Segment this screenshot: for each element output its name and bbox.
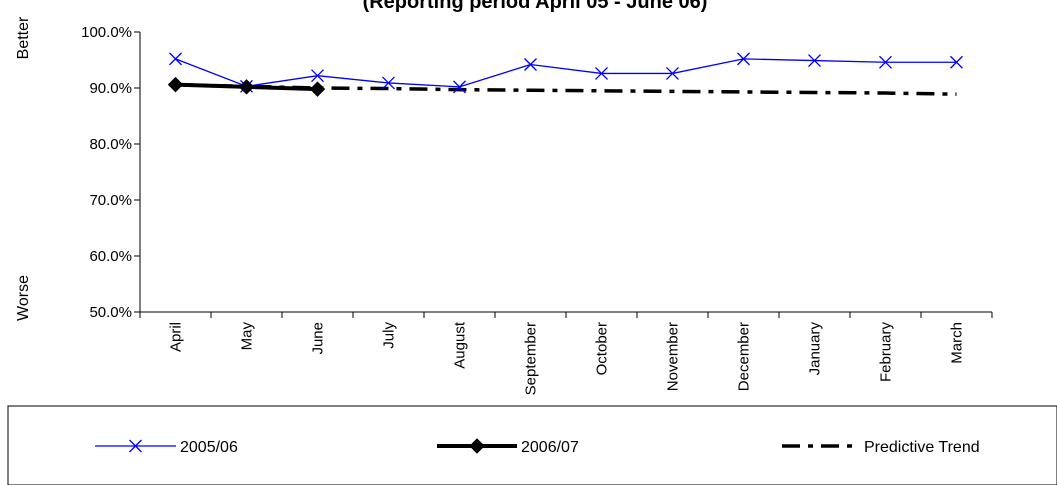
- data-point: [453, 80, 466, 94]
- y-axis-label-better: Better: [15, 16, 32, 59]
- series-2006-07: [167, 76, 326, 97]
- data-point: [238, 79, 255, 95]
- x-tick-label: September: [523, 322, 540, 395]
- y-tick-label: 70.0%: [89, 192, 132, 209]
- y-tick-label: 80.0%: [89, 136, 132, 153]
- x-axis-ticks: April May June July August September October No…: [139, 312, 993, 395]
- x-tick-label: December: [736, 322, 753, 391]
- legend-item-predictive-trend: Predictive Trend: [782, 439, 980, 456]
- legend-marker: [469, 438, 485, 454]
- y-tick-label: 60.0%: [89, 248, 132, 265]
- data-point: [309, 81, 326, 97]
- axes: [139, 32, 992, 313]
- data-point: [950, 55, 963, 69]
- y-tick-label: 50.0%: [89, 304, 132, 321]
- legend-box: [7, 405, 1057, 485]
- x-tick-label: April: [168, 322, 185, 352]
- legend-label: 2006/07: [521, 439, 579, 456]
- legend-label: Predictive Trend: [864, 439, 980, 456]
- legend-label: 2005/06: [180, 439, 238, 456]
- x-tick-label: August: [452, 321, 469, 369]
- x-tick-label: October: [594, 322, 611, 375]
- legend-item-2006-07: 2006/07: [437, 438, 579, 456]
- data-point: [311, 69, 324, 83]
- x-tick-label: March: [949, 322, 966, 364]
- series-layer: [167, 52, 963, 97]
- y-axis-ticks: 50.0% 60.0% 70.0% 80.0% 90.0% 100.0%: [81, 24, 140, 321]
- legend-item-2005-06: 2005/06: [95, 439, 238, 456]
- data-point: [382, 76, 395, 90]
- data-point: [737, 52, 750, 66]
- x-tick-label: February: [878, 322, 895, 383]
- data-point: [879, 55, 892, 69]
- data-point: [666, 66, 679, 80]
- x-tick-label: November: [665, 322, 682, 391]
- y-tick-label: 100.0%: [81, 24, 132, 41]
- data-point: [808, 54, 821, 68]
- data-point: [524, 58, 537, 71]
- x-tick-label: January: [807, 322, 824, 376]
- series-line: [175, 58, 957, 88]
- y-tick-label: 90.0%: [89, 80, 132, 97]
- chart-title: (Reporting period April 05 - June 06): [363, 0, 708, 13]
- data-point: [595, 66, 608, 80]
- data-point: [169, 52, 182, 66]
- x-tick-label: June: [310, 322, 327, 355]
- x-tick-label: July: [381, 322, 398, 349]
- x-tick-label: May: [239, 322, 256, 351]
- data-point: [167, 76, 184, 93]
- legend-marker: [129, 439, 142, 453]
- y-axis-label-worse: Worse: [15, 275, 32, 321]
- legend: 2005/06 2006/07 Predictive Trend: [95, 438, 980, 456]
- series-2005-06: [169, 52, 963, 94]
